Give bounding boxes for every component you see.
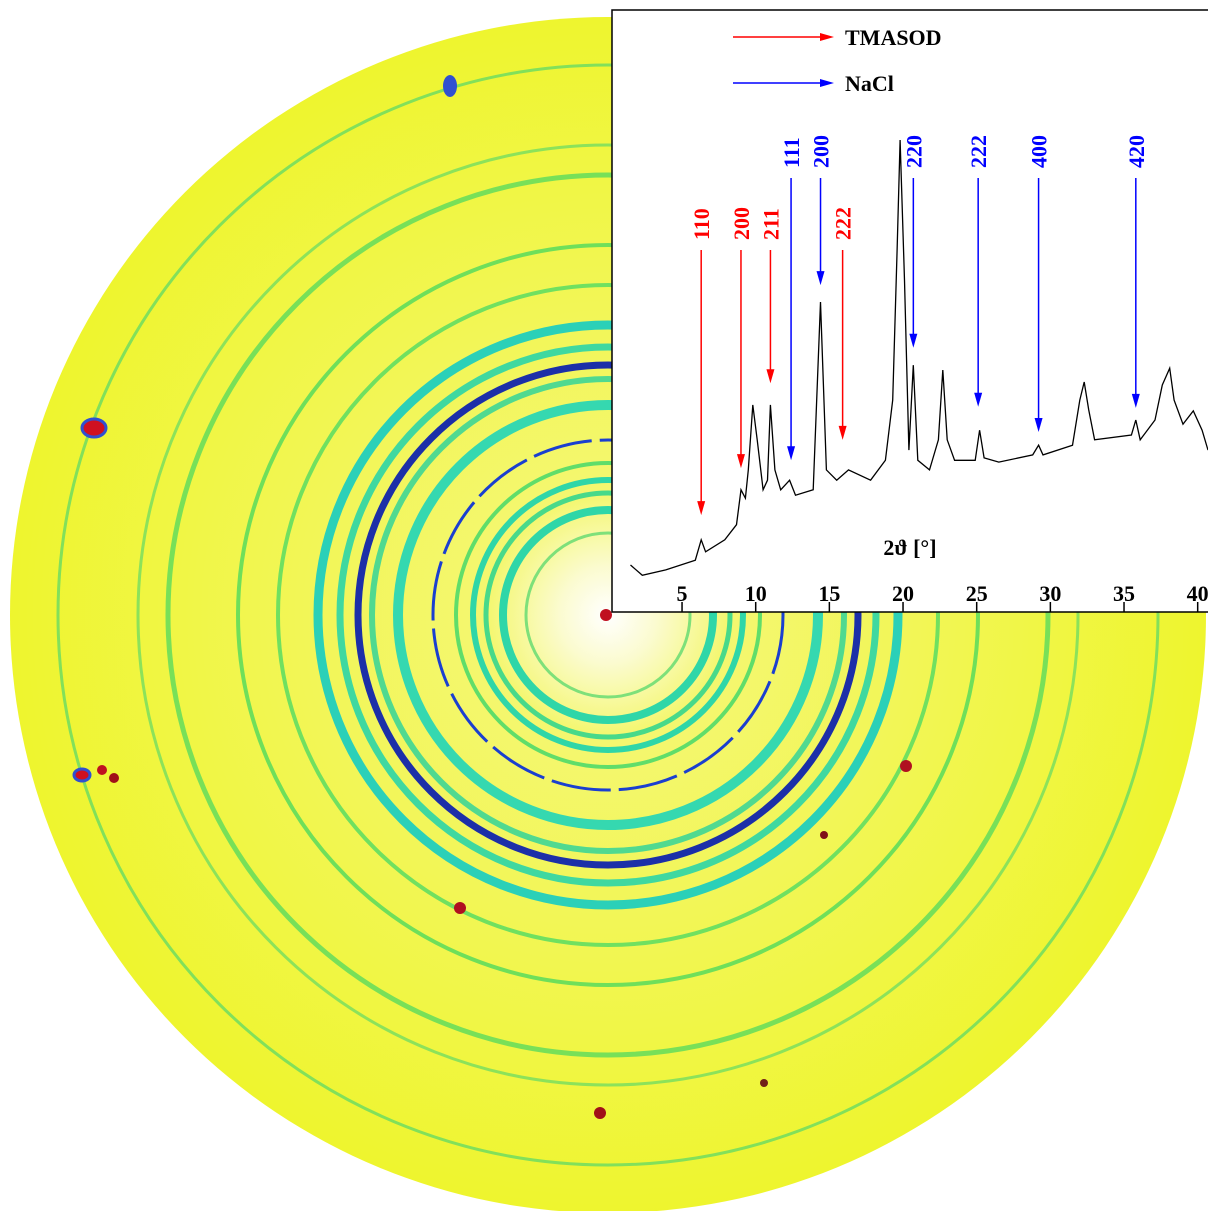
arrow-head (838, 425, 847, 440)
peak-arrow: 222 (966, 135, 991, 407)
ring (369, 376, 847, 854)
x-tick-label: 15 (818, 581, 840, 606)
arrow-head (697, 501, 706, 516)
data-line (630, 139, 1208, 577)
x-tick-label: 30 (1039, 581, 1061, 606)
x-tick-label: 5 (677, 581, 688, 606)
ring (276, 283, 940, 947)
ring (136, 143, 1080, 1087)
rings (56, 63, 1160, 1167)
legend-entry: TMASOD (733, 25, 942, 50)
peak-arrow: 110 (689, 208, 714, 516)
ring (524, 531, 692, 699)
arrow-head (974, 392, 983, 407)
peak-arrow: 420 (1124, 135, 1149, 408)
peak-label: 220 (901, 135, 926, 168)
peak-arrow: 200 (729, 207, 754, 469)
spot (72, 767, 92, 783)
ring (499, 506, 717, 724)
peak-label: 222 (966, 135, 991, 168)
ring (313, 320, 903, 910)
arrow-head (909, 333, 918, 348)
ring (454, 461, 762, 769)
spot (80, 417, 108, 439)
spot (109, 773, 119, 783)
peak-arrow: 211 (758, 208, 783, 384)
ring (165, 172, 1051, 1058)
peak-label: 200 (809, 135, 834, 168)
peak-arrow: 220 (901, 135, 926, 348)
spots (72, 75, 912, 1119)
ring (56, 63, 1160, 1167)
legend-label: TMASOD (845, 25, 942, 50)
legend-label: NaCl (845, 71, 894, 96)
arrow-head (1131, 393, 1140, 408)
peak-label: 400 (1027, 135, 1052, 168)
spot (594, 1107, 606, 1119)
plot-frame (611, 9, 1208, 613)
x-tick-label: 10 (745, 581, 767, 606)
arrow-head (816, 271, 825, 286)
arrow-head (820, 33, 834, 41)
ring (354, 361, 862, 869)
spot (443, 75, 457, 97)
arrow-head (787, 446, 796, 461)
peak-label: 420 (1124, 135, 1149, 168)
spot (900, 760, 912, 772)
peak-label: 200 (729, 207, 754, 240)
peak-arrow: 400 (1027, 135, 1052, 433)
arrow-head (736, 454, 745, 469)
ring (431, 438, 785, 792)
ring (483, 490, 733, 740)
spot (600, 609, 612, 621)
peak-label: 110 (689, 208, 714, 240)
arrow-head (1034, 418, 1043, 433)
ring (470, 477, 746, 753)
peak-arrow: 222 (831, 207, 856, 440)
spot (454, 902, 466, 914)
x-tick-label: 40 (1187, 581, 1208, 606)
arrow-head (766, 369, 775, 384)
spot (97, 765, 107, 775)
x-tick-label: 35 (1113, 581, 1135, 606)
x-axis-label: 2ϑ [°] (883, 535, 936, 560)
x-tick-label: 20 (892, 581, 914, 606)
spot (760, 1079, 768, 1087)
ring (236, 243, 980, 987)
ring (393, 400, 823, 830)
arrow-head (820, 79, 834, 87)
x-tick-label: 25 (966, 581, 988, 606)
ring (336, 343, 880, 887)
legend-entry: NaCl (733, 71, 894, 96)
spot (820, 831, 828, 839)
peak-label: 222 (831, 207, 856, 240)
peak-arrow: 200 (809, 135, 834, 286)
peak-arrow: 111 (779, 137, 804, 461)
peak-label: 111 (779, 137, 804, 168)
peak-label: 211 (758, 208, 783, 240)
